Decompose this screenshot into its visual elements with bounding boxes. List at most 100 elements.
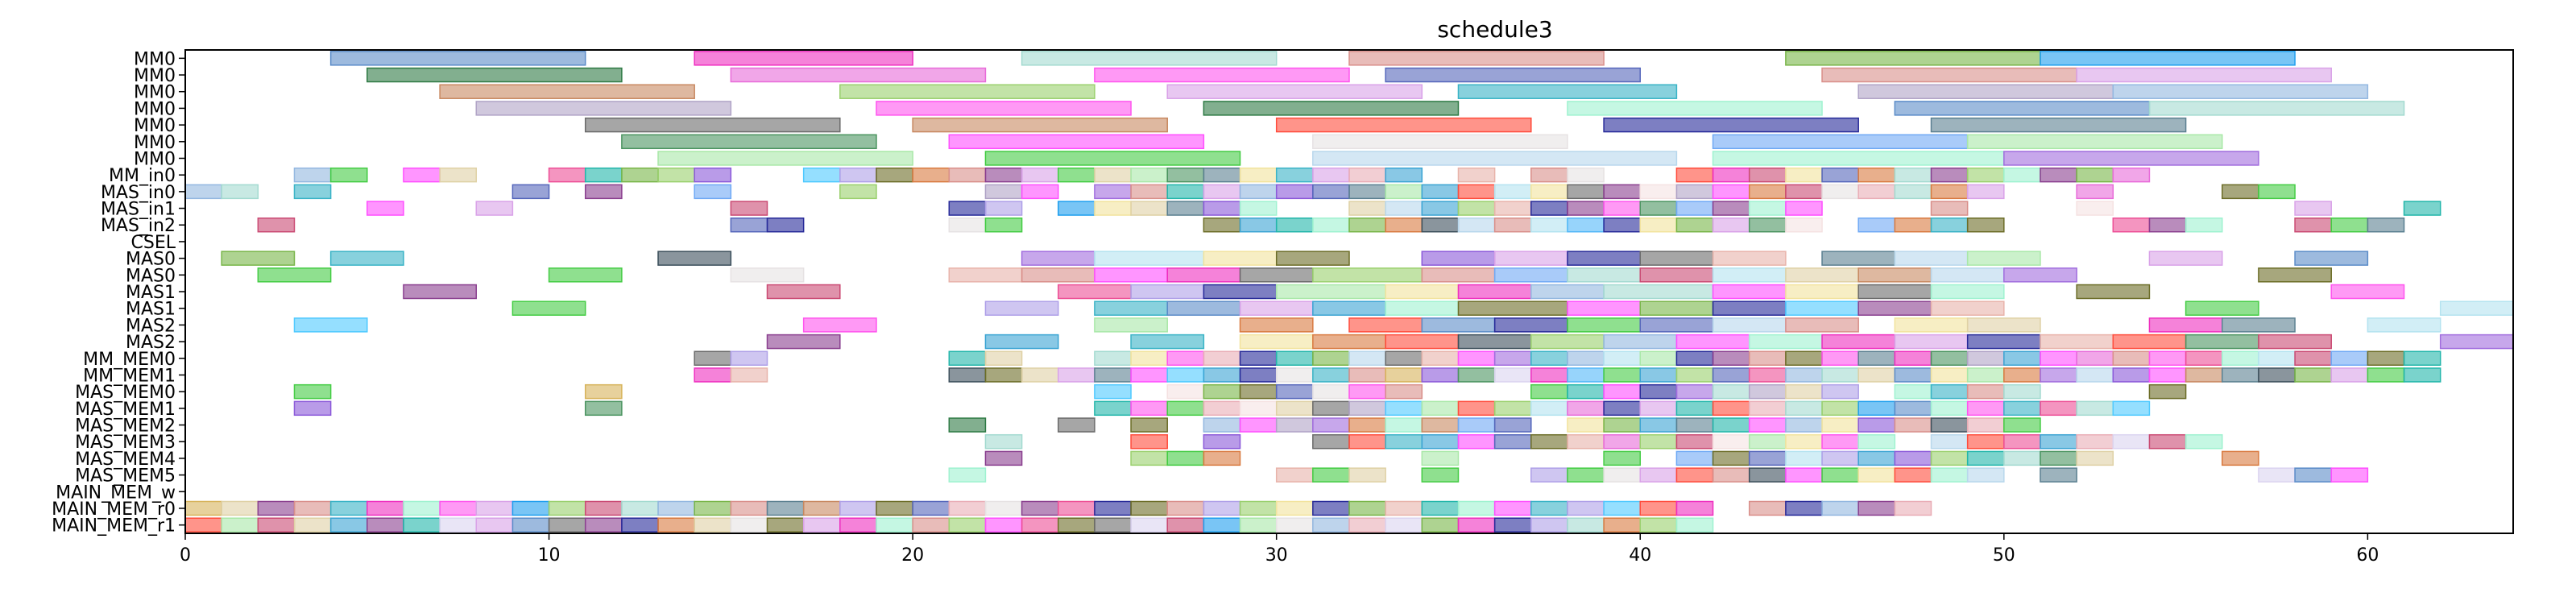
task-bar [1966, 317, 2041, 333]
task-bar [1457, 334, 1532, 350]
task-bar [1567, 517, 1605, 533]
task-bar [1785, 167, 1823, 183]
task-bar [1421, 350, 1460, 366]
task-bar [1712, 267, 1787, 283]
task-bar [1639, 417, 1678, 433]
task-bar [2040, 350, 2077, 366]
task-bar [1857, 467, 1896, 483]
task-bar [2185, 433, 2223, 450]
task-bar [1857, 433, 1896, 450]
task-bar [1021, 167, 1059, 183]
task-bar [1094, 167, 1132, 183]
task-bar [1058, 500, 1095, 516]
task-bar [1530, 367, 1568, 383]
task-bar [657, 251, 732, 266]
task-bar [766, 334, 841, 350]
task-bar [2222, 317, 2296, 333]
task-bar [1239, 367, 1278, 383]
task-bar [1239, 350, 1278, 366]
task-bar [2040, 400, 2077, 417]
task-bar [1094, 500, 1132, 516]
task-bar [839, 517, 877, 533]
task-bar [1785, 417, 1823, 433]
task-bar [1675, 500, 1714, 516]
task-bar [1239, 400, 1278, 417]
task-bar [912, 167, 950, 183]
task-bar [1312, 184, 1350, 200]
task-bar [1203, 218, 1241, 233]
task-bar [1203, 517, 1241, 533]
task-bar [1894, 101, 2151, 116]
task-bar [1857, 84, 2114, 99]
task-bar [1312, 334, 1386, 350]
task-bar [1203, 367, 1241, 383]
task-bar [1821, 450, 1859, 466]
task-bar [1094, 517, 1132, 533]
task-bar [1603, 433, 1641, 450]
task-bar [2294, 201, 2332, 216]
x-tick-label: 50 [1993, 545, 2015, 566]
task-bar [1130, 284, 1205, 300]
task-bar [1421, 433, 1460, 450]
task-bar [1021, 51, 1278, 66]
task-bar [584, 117, 841, 133]
task-bar [1603, 500, 1641, 516]
task-bar [1857, 400, 1896, 417]
task-bar [1857, 218, 1896, 233]
y-tick-label: MAS_in1 [101, 200, 176, 220]
task-bar [1421, 467, 1460, 483]
task-bar [1639, 218, 1678, 233]
task-bar [403, 284, 477, 300]
task-bar [1530, 433, 1568, 450]
task-bar [1312, 383, 1350, 400]
task-bar [1748, 350, 1787, 366]
task-bar [621, 134, 877, 150]
task-bar [2003, 167, 2041, 183]
task-bar [2222, 184, 2259, 200]
task-bar [1021, 500, 1059, 516]
task-bar [1930, 117, 2187, 133]
task-bar [2003, 367, 2041, 383]
task-bar [1894, 167, 1932, 183]
task-bar [1675, 334, 1750, 350]
task-bar [2148, 433, 2187, 450]
task-bar [475, 500, 514, 516]
y-tick-label: MM0 [134, 99, 176, 119]
task-bar [1712, 251, 1787, 266]
task-bar [984, 201, 1023, 216]
task-bar [1130, 417, 1168, 433]
task-bar [1021, 184, 1059, 200]
task-bar [584, 517, 623, 533]
task-bar [1348, 201, 1386, 216]
y-tick-label: MAS_MEM0 [75, 383, 176, 403]
task-bar [1493, 433, 1532, 450]
task-bar [1966, 350, 2005, 366]
task-bar [1348, 317, 1423, 333]
task-bar [1385, 67, 1641, 83]
task-bar [1457, 517, 1496, 533]
task-bar [1894, 383, 1932, 400]
task-bar [1567, 433, 1605, 450]
task-bar [1203, 417, 1241, 433]
task-bar [1348, 400, 1386, 417]
task-bar [2294, 367, 2332, 383]
task-bar [439, 500, 477, 516]
task-bar [1094, 300, 1168, 316]
task-bar [1712, 134, 1969, 150]
task-bar [1058, 417, 1095, 433]
task-bar [1966, 450, 2005, 466]
task-bar [1785, 450, 1823, 466]
task-bar [2003, 433, 2041, 450]
task-bar [1966, 167, 2005, 183]
task-bar [1712, 317, 1787, 333]
task-bar [2222, 450, 2259, 466]
task-bar [1966, 400, 2005, 417]
task-bar [1567, 218, 1605, 233]
task-bar [1275, 167, 1314, 183]
task-bar [1930, 350, 1969, 366]
task-bar [1457, 417, 1496, 433]
task-bar [1021, 517, 1059, 533]
task-bar [1603, 284, 1714, 300]
task-bar [1748, 433, 1787, 450]
task-bar [730, 201, 768, 216]
